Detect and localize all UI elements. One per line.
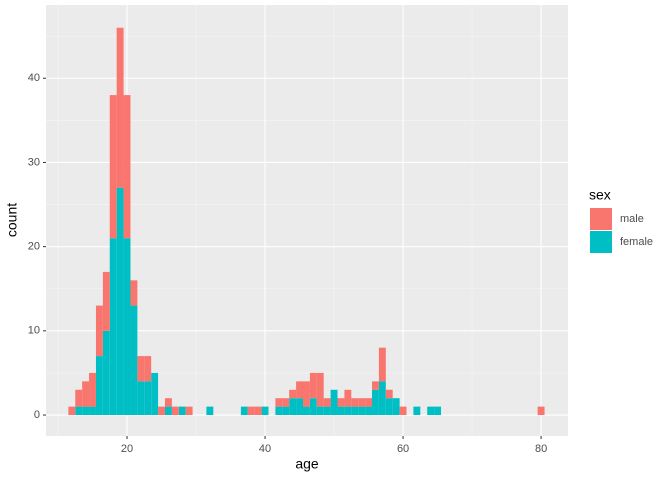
legend-label: female [620, 236, 653, 248]
y-tick-label: 0 [34, 409, 40, 421]
bar [95, 356, 103, 416]
bar [109, 238, 117, 416]
y-tick-label: 30 [28, 156, 40, 168]
y-tick-label: 20 [28, 241, 40, 253]
bar [164, 398, 172, 407]
legend-key [590, 208, 612, 230]
bar [130, 305, 138, 416]
bar [275, 406, 283, 416]
bar [537, 406, 545, 416]
x-tick-label: 20 [121, 443, 133, 455]
bar [351, 406, 359, 416]
bar [323, 398, 331, 407]
bar [164, 406, 172, 416]
bar [337, 398, 345, 407]
bar [137, 381, 145, 416]
bar [434, 406, 442, 416]
bar [275, 398, 283, 407]
bar [89, 372, 96, 407]
x-tick-label: 60 [397, 443, 409, 455]
bar [296, 398, 303, 416]
bar [123, 95, 131, 239]
bar [109, 95, 117, 239]
bar [68, 406, 76, 416]
bar [247, 406, 255, 416]
bar [358, 398, 366, 407]
bar [372, 381, 379, 390]
bar [358, 406, 366, 416]
bar [372, 389, 379, 416]
bar [123, 238, 131, 416]
bar [130, 280, 138, 306]
x-axis-label: age [295, 456, 319, 472]
bar [116, 187, 124, 416]
bar [427, 406, 435, 416]
bar [102, 271, 110, 331]
bar [351, 398, 359, 407]
bar [289, 389, 297, 399]
y-tick-label: 40 [28, 72, 40, 84]
bar [378, 347, 386, 382]
bar [378, 381, 386, 416]
x-tick-label: 40 [259, 443, 271, 455]
bar [254, 406, 262, 416]
bar [102, 330, 110, 416]
bar [89, 406, 96, 416]
bar [75, 406, 83, 416]
bar [282, 398, 290, 407]
bar [399, 406, 407, 416]
bar [171, 406, 179, 416]
bar [309, 372, 317, 399]
bar [365, 406, 373, 416]
bar [289, 398, 297, 416]
legend-title: sex [589, 187, 611, 203]
bar [413, 406, 421, 416]
bar [385, 398, 393, 416]
bar [392, 398, 400, 416]
bar [178, 406, 186, 416]
bar [344, 406, 352, 416]
bar [151, 372, 159, 416]
bar [261, 406, 269, 416]
legend-label: male [620, 213, 644, 225]
bar [82, 406, 90, 416]
bar [296, 381, 303, 399]
bar [365, 398, 373, 407]
bar [144, 381, 152, 416]
bar [344, 389, 352, 407]
x-tick-label: 80 [535, 443, 547, 455]
bar [330, 389, 338, 416]
bar [82, 381, 90, 407]
bar [337, 406, 345, 416]
bar [385, 389, 393, 399]
bar [323, 406, 331, 416]
bar [316, 406, 324, 416]
bar [302, 381, 310, 407]
y-axis-label: count [4, 203, 20, 237]
bar [137, 356, 145, 382]
y-tick-label: 10 [28, 325, 40, 337]
bar [282, 406, 290, 416]
bar [144, 356, 152, 382]
bar [158, 406, 165, 416]
legend-key [590, 231, 612, 253]
bar [116, 27, 124, 188]
bar [302, 406, 310, 416]
bar [206, 406, 214, 416]
bar [75, 389, 83, 407]
bar [185, 406, 193, 416]
bar [316, 372, 324, 407]
bar [95, 305, 103, 357]
bar [309, 398, 317, 416]
bar [240, 406, 248, 416]
